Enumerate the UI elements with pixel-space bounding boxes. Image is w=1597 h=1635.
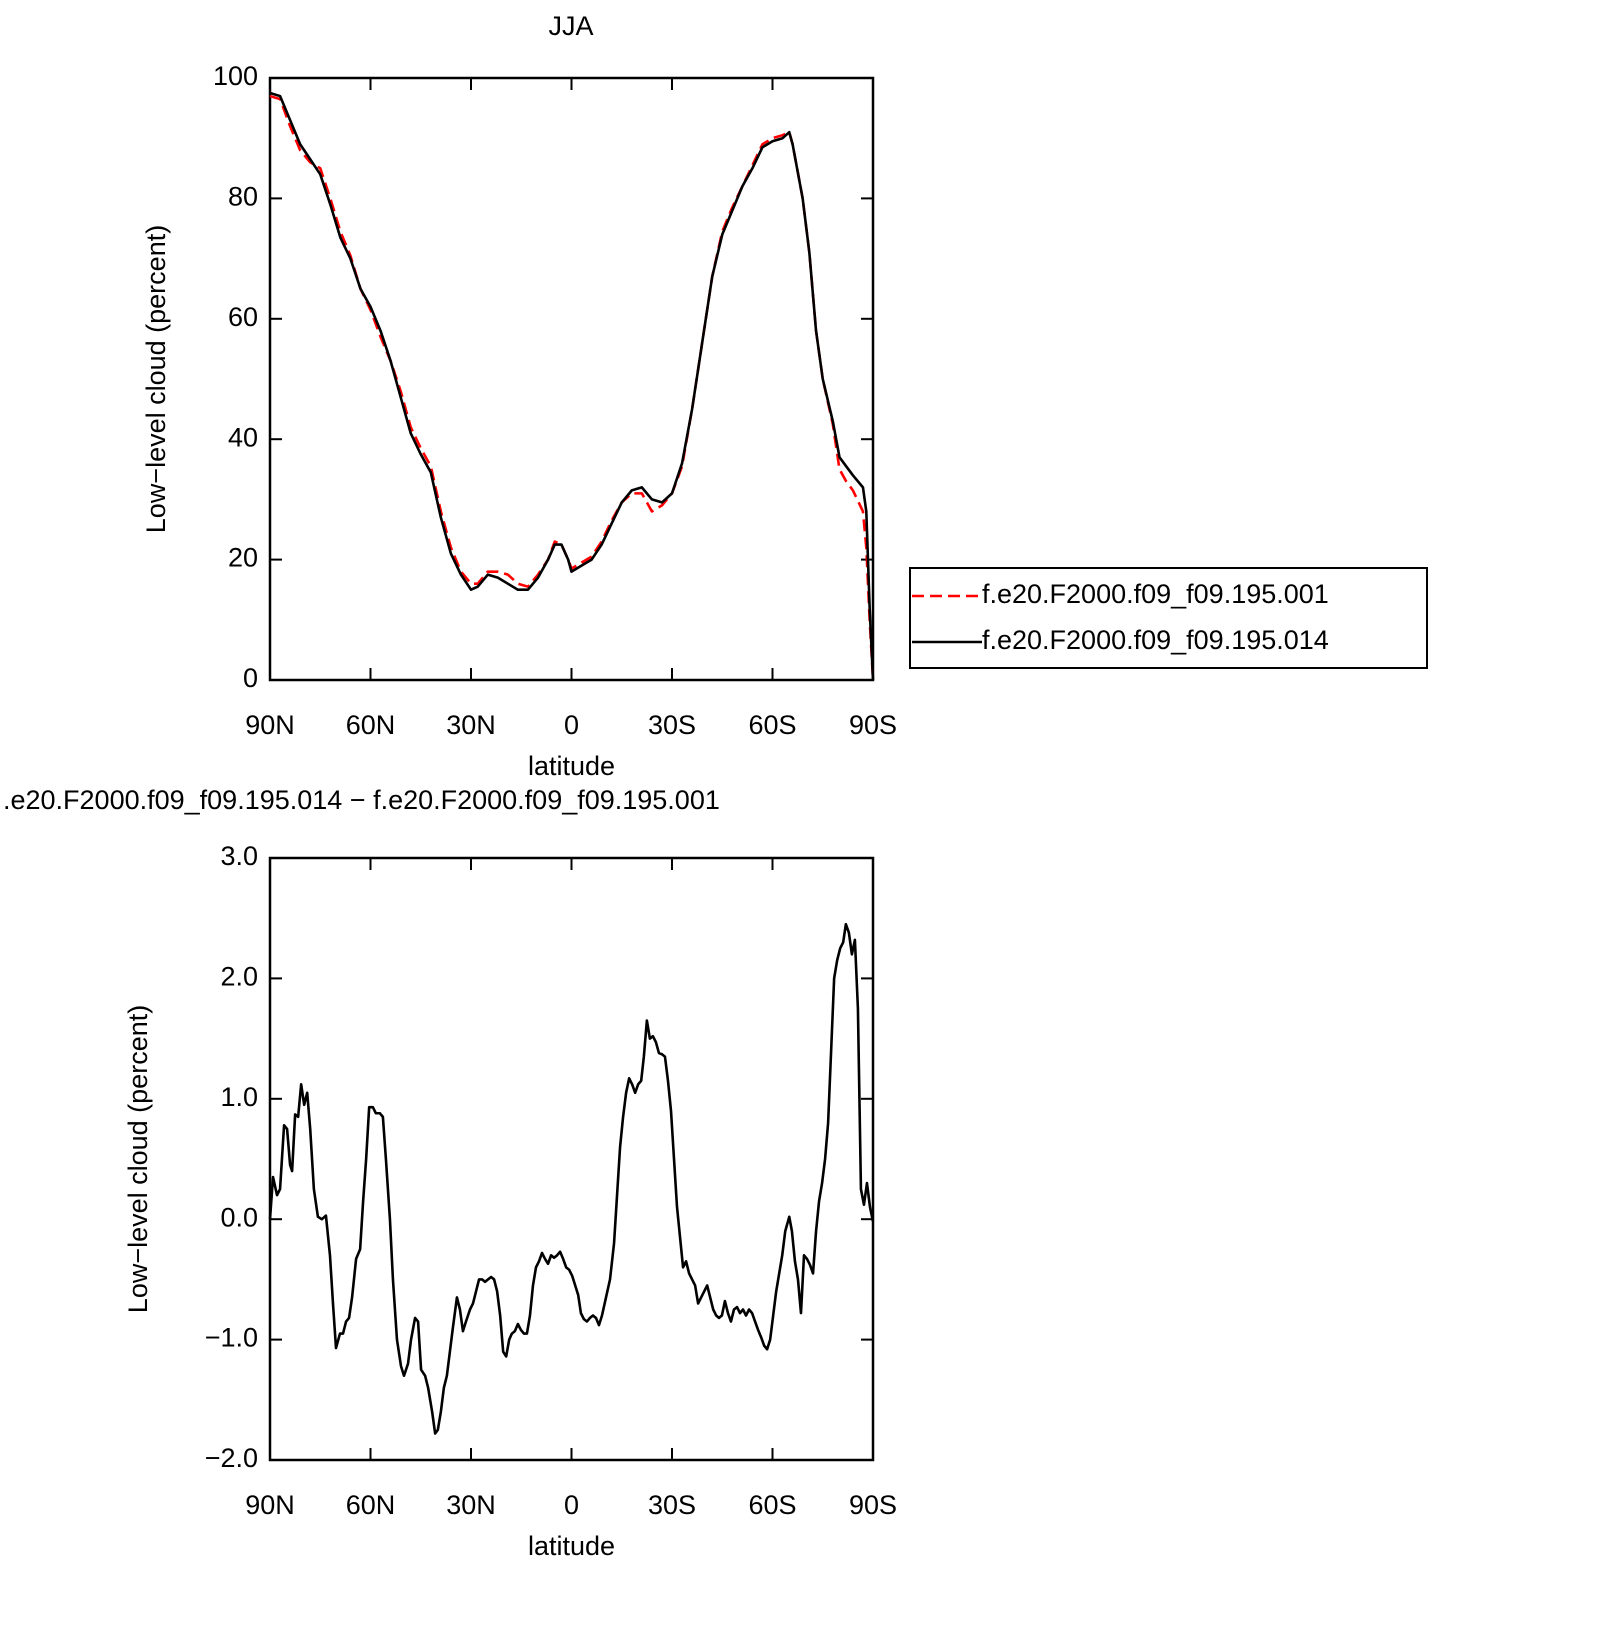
x-tick-label: 90N bbox=[245, 710, 295, 740]
x-tick-label: 30N bbox=[446, 1490, 496, 1520]
x-tick-label: 60S bbox=[748, 1490, 796, 1520]
x-tick-label: 90N bbox=[245, 1490, 295, 1520]
y-tick-label: 0.0 bbox=[220, 1202, 258, 1232]
data-line bbox=[269, 91, 875, 681]
chart-title: JJA bbox=[548, 11, 593, 41]
x-tick-label: 0 bbox=[564, 1490, 579, 1520]
legend-box bbox=[909, 567, 1428, 669]
x-tick-label: 60N bbox=[346, 710, 396, 740]
y-tick-label: −2.0 bbox=[205, 1443, 258, 1473]
x-tick-label: 30S bbox=[648, 1490, 696, 1520]
plot-frame bbox=[268, 856, 875, 1462]
y-tick-label: 60 bbox=[228, 302, 258, 332]
y-tick-label: 0 bbox=[243, 663, 258, 693]
data-line bbox=[269, 94, 875, 681]
chart-title: .e20.F2000.f09_f09.195.014 − f.e20.F2000… bbox=[3, 785, 720, 815]
x-tick-label: 0 bbox=[564, 710, 579, 740]
y-axis-label: Low−level cloud (percent) bbox=[123, 1005, 153, 1313]
x-tick-label: 30S bbox=[648, 710, 696, 740]
y-tick-label: 80 bbox=[228, 182, 258, 212]
x-tick-label: 90S bbox=[849, 710, 897, 740]
x-axis-label: latitude bbox=[528, 1531, 615, 1561]
y-tick-label: 2.0 bbox=[220, 962, 258, 992]
y-tick-label: 3.0 bbox=[220, 841, 258, 871]
plot-frame bbox=[268, 76, 875, 682]
y-tick-label: 1.0 bbox=[220, 1082, 258, 1112]
x-tick-label: 60N bbox=[346, 1490, 396, 1520]
x-tick-label: 90S bbox=[849, 1490, 897, 1520]
y-tick-label: 20 bbox=[228, 543, 258, 573]
legend-label: f.e20.F2000.f09_f09.195.001 bbox=[982, 579, 1329, 609]
x-tick-label: 30N bbox=[446, 710, 496, 740]
y-tick-label: 100 bbox=[213, 61, 258, 91]
x-tick-label: 60S bbox=[748, 710, 796, 740]
y-tick-label: −1.0 bbox=[205, 1323, 258, 1353]
legend-label: f.e20.F2000.f09_f09.195.014 bbox=[982, 625, 1329, 655]
y-axis-label: Low−level cloud (percent) bbox=[141, 225, 171, 533]
y-tick-label: 40 bbox=[228, 422, 258, 452]
data-line bbox=[268, 922, 875, 1435]
x-axis-label: latitude bbox=[528, 751, 615, 781]
